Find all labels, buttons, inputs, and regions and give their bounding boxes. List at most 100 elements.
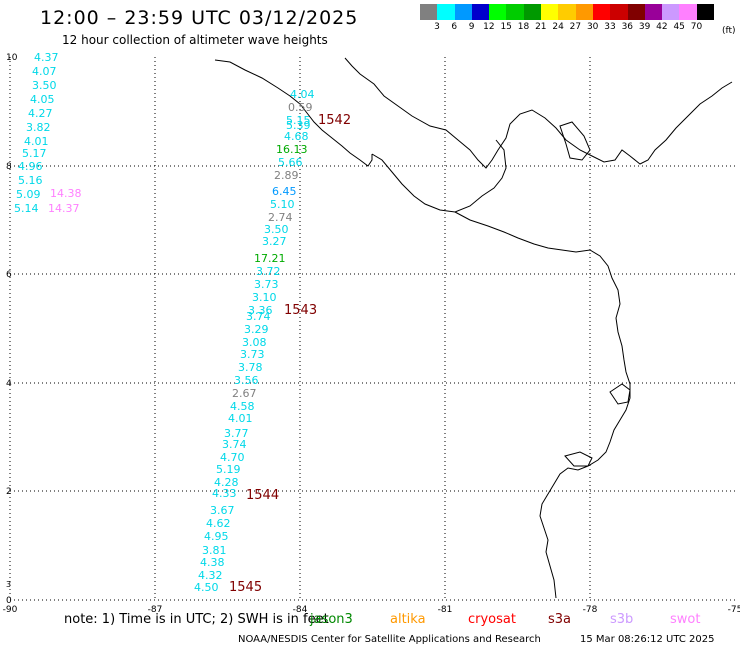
wave-height-label: 3.50 — [32, 79, 57, 92]
wave-height-label: 6.45 — [272, 185, 297, 198]
wave-height-label: 2.74 — [268, 211, 293, 224]
legend-swatch — [679, 4, 697, 20]
wave-height-label: 3.67 — [210, 504, 235, 517]
legend-swatch — [575, 4, 593, 20]
wave-height-label: 4.37 — [34, 51, 59, 64]
wave-height-label: 4.68 — [284, 130, 309, 143]
lon-tick-label: -87 — [148, 605, 163, 615]
wave-height-label: 4.28 — [214, 476, 239, 489]
wave-height-label: 4.01 — [24, 135, 49, 148]
legend-label: 39 — [638, 22, 651, 32]
legend-label: 6 — [451, 22, 458, 32]
lon-tick-label: -84 — [293, 605, 308, 615]
wave-height-label: 3.77 — [224, 427, 249, 440]
legend-swatch — [541, 4, 559, 20]
legend-swatch — [437, 4, 455, 20]
wave-height-label: 0.59 — [288, 101, 313, 114]
coastline — [214, 57, 733, 599]
wave-height-label: 3.73 — [254, 278, 279, 291]
legend-label: 12 — [483, 22, 495, 32]
legend-swatch — [627, 4, 645, 20]
page-title: 12:00 – 23:59 UTC 03/12/2025 — [40, 7, 359, 29]
wave-height-label: 4.96 — [18, 160, 43, 173]
wave-height-label: 4.27 — [28, 107, 53, 120]
coastline-segment — [344, 57, 733, 169]
legend-label: 21 — [535, 22, 547, 32]
lat-tick-label: 8 — [6, 162, 12, 172]
wave-height-label: 3.56 — [234, 374, 259, 387]
wave-height-label: 3.78 — [238, 361, 263, 374]
satellite-label: cryosat — [468, 612, 516, 627]
wave-height-label: 4.58 — [230, 400, 255, 413]
wave-height-label: 4.50 — [194, 581, 219, 594]
lon-tick-label: -75 — [728, 605, 740, 615]
wave-height-label: 5.09 — [16, 188, 41, 201]
lat-tick-label: 3 — [6, 580, 11, 589]
wave-height-label: 2.89 — [274, 169, 299, 182]
satellite-label: jason3 — [310, 612, 353, 627]
wave-height-label: 4.95 — [204, 530, 229, 543]
satellite-label: s3a — [548, 612, 572, 627]
wave-height-label: 3.50 — [264, 223, 289, 236]
wave-height-label: 16.13 — [276, 143, 308, 156]
wave-height-label: 5.17 — [22, 147, 47, 160]
lat-tick-label: 6 — [6, 270, 12, 280]
legend-label: 24 — [552, 22, 564, 32]
wave-height-label: 4.70 — [220, 451, 245, 464]
wave-height-label: 5.16 — [18, 174, 43, 187]
coastline-segment — [559, 121, 591, 161]
footer-note: note: 1) Time is in UTC; 2) SWH is in fe… — [64, 612, 329, 627]
lat-tick-label: 10 — [6, 53, 18, 63]
wave-height-label: 4.38 — [200, 556, 225, 569]
lat-tick-label: 0 — [6, 596, 12, 606]
wave-height-label: 4.32 — [198, 569, 223, 582]
credit-line: NOAA/NESDIS Center for Satellite Applica… — [238, 634, 541, 645]
legend-swatch — [644, 4, 663, 20]
lon-tick-label: -78 — [583, 605, 598, 615]
legend-label: 15 — [500, 22, 512, 32]
legend-label: 3 — [434, 22, 440, 32]
track-id-label: 1543 — [284, 303, 317, 318]
wave-height-label: 5.19 — [216, 463, 241, 476]
legend-swatch — [592, 4, 611, 20]
wave-height-label: 4.33 — [212, 487, 237, 500]
legend-swatch — [471, 4, 490, 20]
legend-swatch — [454, 4, 472, 20]
coastline-segment — [454, 211, 631, 599]
legend-swatch — [558, 4, 576, 20]
wave-height-label: 4.07 — [32, 65, 57, 78]
color-legend: 3 6 9 12 15 18 21 24 27 30 33 36 39 42 45 70 (ft) — [420, 4, 736, 36]
wave-height-label: 4.04 — [290, 88, 315, 101]
wave-height-label: 3.08 — [242, 336, 267, 349]
legend-swatch — [506, 4, 524, 20]
legend-unit: (ft) — [722, 26, 736, 36]
wave-height-label: 3.36 — [248, 304, 273, 317]
lat-tick-label: 4 — [6, 379, 12, 389]
legend-label: 27 — [569, 22, 582, 32]
legend-label: 70 — [690, 22, 703, 32]
wave-height-label: 3.74 — [246, 310, 271, 323]
legend-swatch — [696, 4, 715, 20]
wave-height-label: 5.10 — [270, 198, 295, 211]
legend-label: 9 — [468, 22, 475, 32]
legend-label: 42 — [656, 22, 668, 32]
wave-height-label: 4.62 — [206, 517, 231, 530]
legend-label: 30 — [586, 22, 599, 32]
wave-height-label: 3.81 — [202, 544, 227, 557]
wave-height-label: 5.15 — [286, 114, 311, 127]
lon-tick-label: -81 — [438, 605, 453, 615]
wave-height-label: 4.05 — [30, 93, 55, 106]
wave-height-label: 14.38 — [50, 187, 82, 200]
track-id-label: 1545 — [229, 580, 262, 595]
lon-tick-label: -90 — [3, 605, 18, 615]
track-id-label: 1544 — [246, 488, 279, 503]
satellite-label: swot — [670, 612, 701, 627]
legend-label: 36 — [621, 22, 634, 32]
legend-label: 33 — [604, 22, 616, 32]
render-timestamp: 15 Mar 08:26:12 UTC 2025 — [580, 634, 715, 645]
legend-swatch — [489, 4, 507, 20]
coastline-segment — [214, 59, 373, 167]
wave-height-label: 5.14 — [14, 202, 39, 215]
track-id-label: 1542 — [318, 113, 351, 128]
satellite-label: altika — [390, 612, 426, 627]
